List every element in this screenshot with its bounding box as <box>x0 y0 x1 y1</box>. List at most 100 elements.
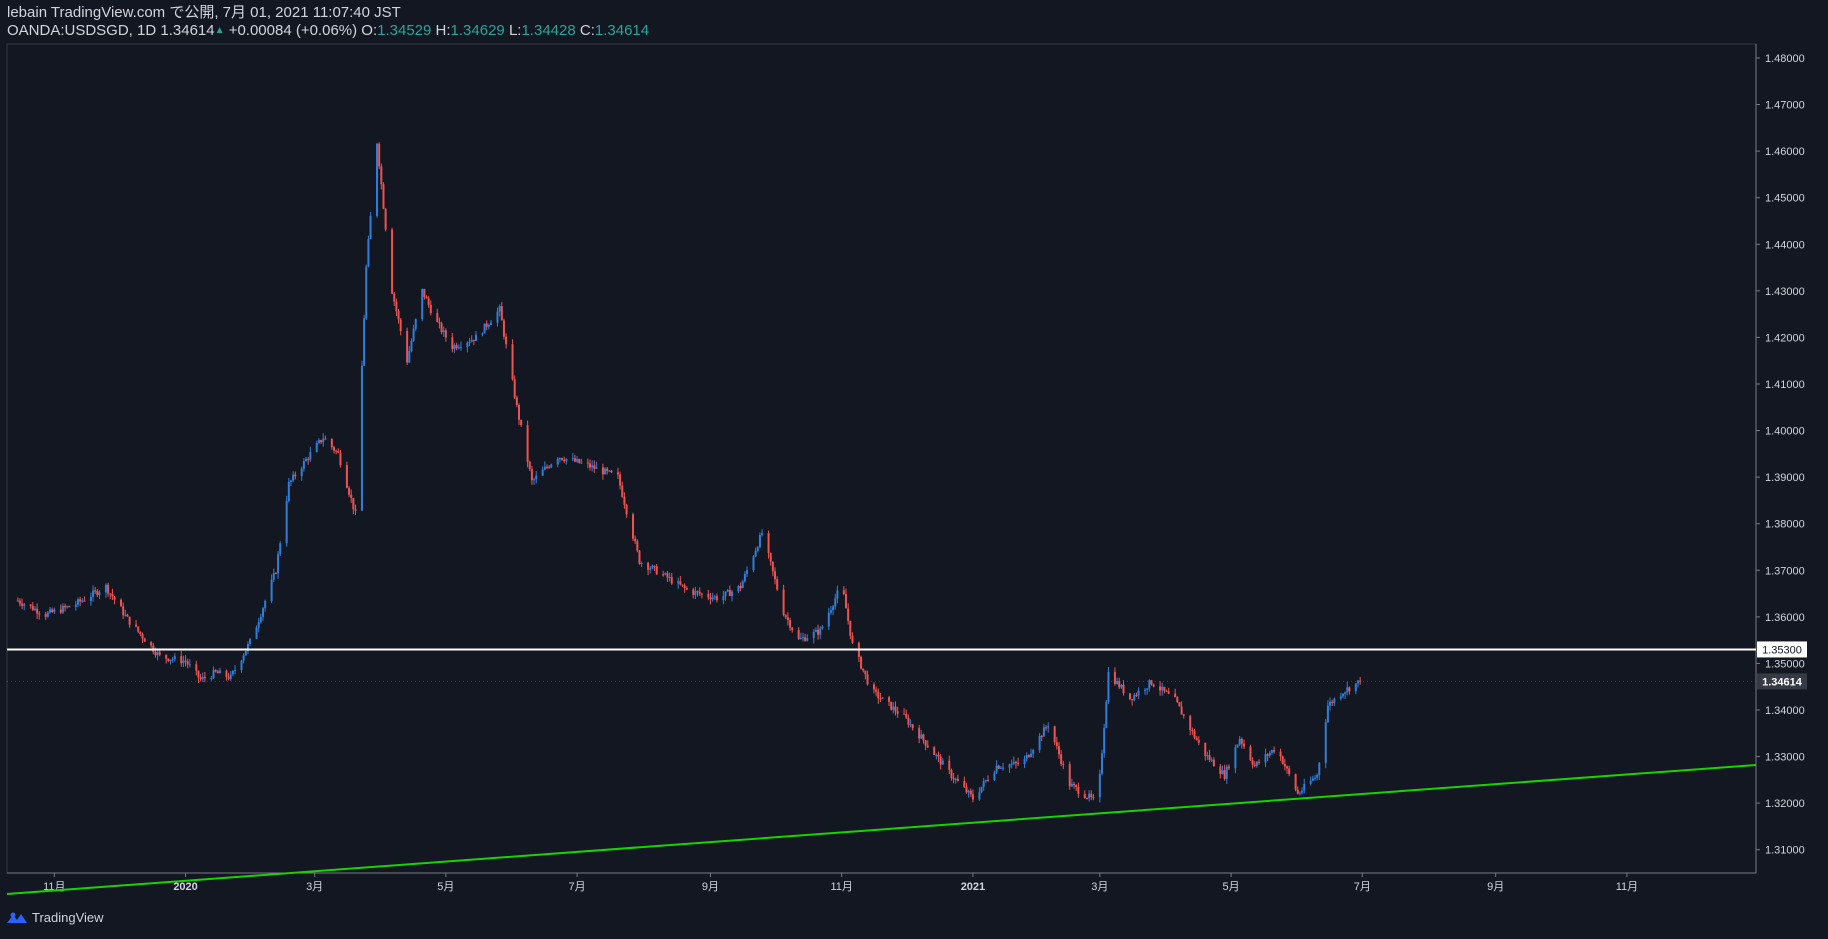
candle-body <box>216 671 219 674</box>
y-tick-label: 1.41000 <box>1765 379 1805 391</box>
candle-body <box>1279 751 1282 757</box>
candle-body <box>1189 715 1192 730</box>
candle-body <box>485 323 488 327</box>
candle-body <box>96 590 99 596</box>
candle-body <box>683 585 686 588</box>
candle-body <box>580 462 583 464</box>
candle-body <box>427 298 430 305</box>
candle-body <box>324 438 327 440</box>
candle-body <box>500 306 503 321</box>
candle-body <box>274 573 277 575</box>
candle-body <box>726 590 729 592</box>
candle-body <box>907 717 910 725</box>
candle-body <box>180 656 183 664</box>
candle-body <box>879 698 882 700</box>
tradingview-branding[interactable]: TradingView <box>6 910 104 925</box>
candle-body <box>543 466 546 470</box>
candle-body <box>1359 680 1362 682</box>
candle-body <box>1070 783 1073 787</box>
candle-body <box>294 474 297 477</box>
candle-body <box>38 613 41 615</box>
candle-body <box>74 604 77 608</box>
candle-body <box>36 608 39 614</box>
candle-body <box>1165 690 1168 692</box>
candle-body <box>1204 742 1207 757</box>
candle-body <box>845 594 848 609</box>
candle-body <box>94 590 97 592</box>
candle-body <box>453 345 456 350</box>
candle-body <box>520 419 523 426</box>
candle-body <box>455 345 458 349</box>
candle-body <box>621 485 624 497</box>
candle-body <box>1090 793 1093 797</box>
candle-body <box>188 664 191 666</box>
candle-body <box>890 701 893 710</box>
candle-body <box>1128 693 1131 700</box>
candle-body <box>756 547 759 551</box>
resistance-price-tag <box>1757 641 1807 658</box>
candle-body <box>1210 759 1213 761</box>
candle-body <box>1236 744 1239 748</box>
candle-body <box>670 577 673 584</box>
candle-body <box>786 617 789 621</box>
candle-body <box>18 600 21 604</box>
candle-body <box>1137 690 1140 696</box>
candle-body <box>262 608 265 617</box>
candle-body <box>933 747 936 755</box>
candle-body <box>49 609 52 613</box>
candle-body <box>337 450 340 453</box>
high-label: H: <box>435 22 451 39</box>
candle-body <box>1251 759 1254 765</box>
candle-body <box>956 778 959 781</box>
candle-body <box>246 643 249 651</box>
candle-body <box>425 297 428 299</box>
candle-body <box>860 656 863 669</box>
candle-body <box>376 143 379 216</box>
candle-body <box>270 579 273 602</box>
candle-body <box>561 458 564 460</box>
candle-body <box>571 458 574 460</box>
candle-body <box>1268 752 1271 756</box>
candle-body <box>513 379 516 398</box>
candle-body <box>408 351 411 363</box>
candle-body <box>369 215 372 240</box>
candle-body <box>829 610 832 613</box>
candle-body <box>1161 686 1164 691</box>
candle-body <box>156 652 159 656</box>
y-tick-label: 1.34000 <box>1765 705 1805 717</box>
candle-body <box>511 344 514 380</box>
candle-body <box>993 772 996 781</box>
candle-body <box>545 466 548 468</box>
candle-body <box>997 765 1000 769</box>
candle-body <box>819 628 822 635</box>
candle-body <box>1264 754 1267 763</box>
candle-body <box>1014 761 1017 764</box>
candle-body <box>862 668 865 671</box>
candle-body <box>1234 747 1237 769</box>
candle-body <box>664 573 667 575</box>
candle-body <box>210 678 213 680</box>
candle-body <box>606 468 609 471</box>
candle-body <box>1116 680 1119 684</box>
candle-body <box>653 565 656 567</box>
candle-body <box>1047 726 1050 728</box>
candle-body <box>1040 735 1043 737</box>
y-tick-label: 1.40000 <box>1765 426 1805 438</box>
candle-body <box>1316 774 1319 778</box>
candle-body <box>380 166 383 185</box>
candle-body <box>752 556 755 571</box>
low-value: 1.34428 <box>521 22 576 39</box>
candle-body <box>66 606 69 608</box>
candle-body <box>322 438 325 443</box>
chart-header: lebain TradingView.com で公開, 7月 01, 2021 … <box>7 4 649 40</box>
candle-body <box>903 713 906 715</box>
candle-body <box>339 452 342 466</box>
candle-body <box>1294 774 1297 790</box>
candle-body <box>227 676 230 679</box>
candle-body <box>638 550 641 564</box>
candle-body <box>289 480 292 482</box>
candle-body <box>784 615 787 618</box>
candle-body <box>315 442 318 452</box>
candle-body <box>79 599 82 602</box>
